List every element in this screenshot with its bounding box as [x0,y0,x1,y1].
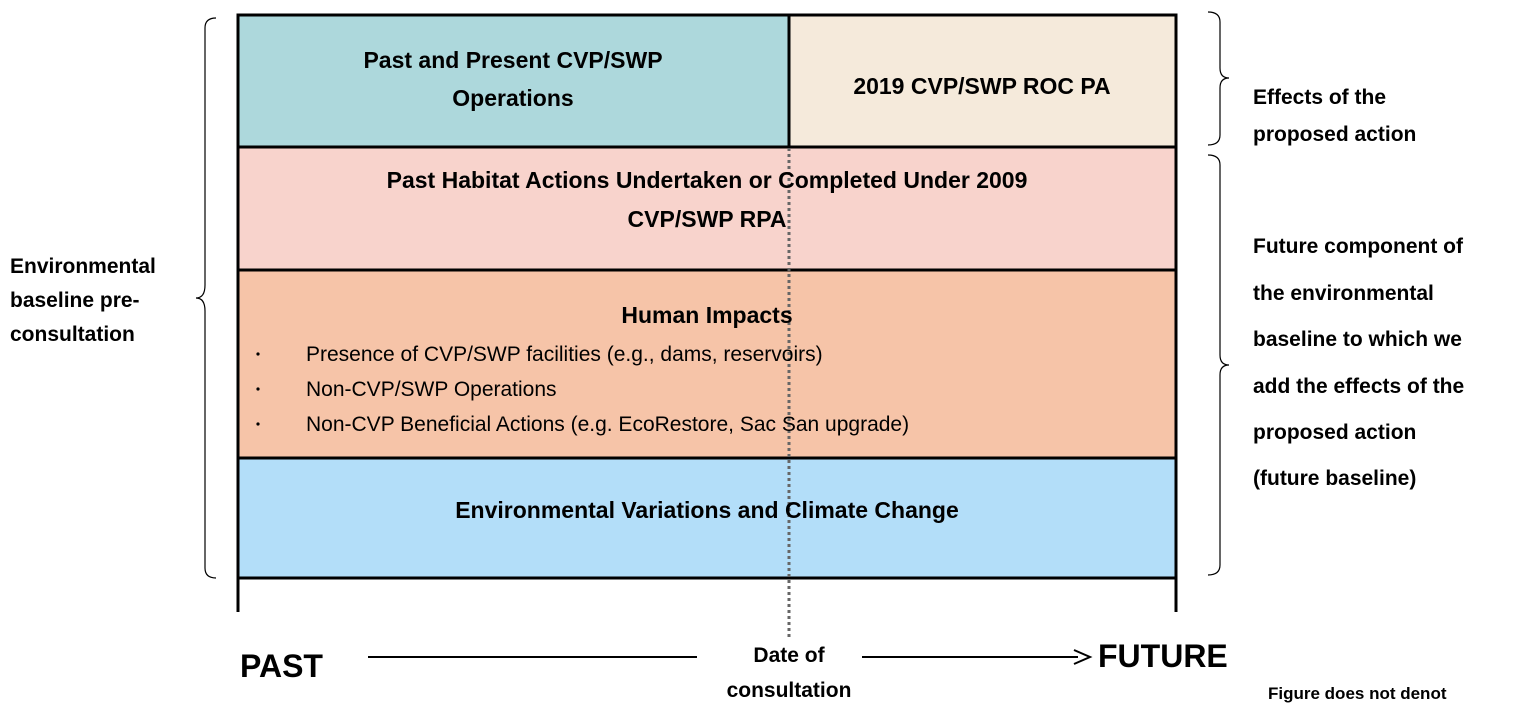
box-human [236,268,1178,460]
right-label: Effects of the [1253,86,1386,109]
past-label: PAST [240,648,323,684]
box-text: Human Impacts [621,302,792,328]
left-label: Environmental [10,255,156,278]
box-habitat [236,145,1178,272]
bullet-text: Presence of CVP/SWP facilities (e.g., da… [306,343,823,366]
right-label: proposed action [1253,123,1416,146]
right-label: Future component of [1253,235,1464,258]
date-label: Date of [753,644,825,667]
left-label: baseline pre- [10,289,140,312]
box-env [236,456,1178,580]
left-brace [195,17,217,579]
box-text: Operations [452,85,573,111]
box-pa [787,13,1178,149]
right-label: baseline to which we [1253,328,1462,351]
right-brace-bottom [1207,154,1230,576]
arrow-head [1073,649,1093,665]
right-label: (future baseline) [1253,467,1416,490]
left-label: consultation [10,323,135,346]
box-ops [236,13,791,149]
note: Figure does not denot [1268,684,1447,703]
bullet-text: Non-CVP Beneficial Actions (e.g. EcoRest… [306,413,909,436]
box-text: 2019 CVP/SWP ROC PA [853,73,1110,99]
date-label: consultation [727,679,852,702]
bullet [256,352,260,356]
right-brace-top [1207,11,1230,146]
bullet-text: Non-CVP/SWP Operations [306,378,557,401]
bullet [256,387,260,391]
box-text: Environmental Variations and Climate Cha… [455,497,959,523]
right-label: add the effects of the [1253,375,1464,398]
right-label: the environmental [1253,282,1434,305]
box-text: Past and Present CVP/SWP [363,47,662,73]
right-label: proposed action [1253,421,1416,444]
future-label: FUTURE [1098,638,1228,674]
box-text: CVP/SWP RPA [628,206,787,232]
box-text: Past Habitat Actions Undertaken or Compl… [387,167,1028,193]
bullet [256,422,260,426]
